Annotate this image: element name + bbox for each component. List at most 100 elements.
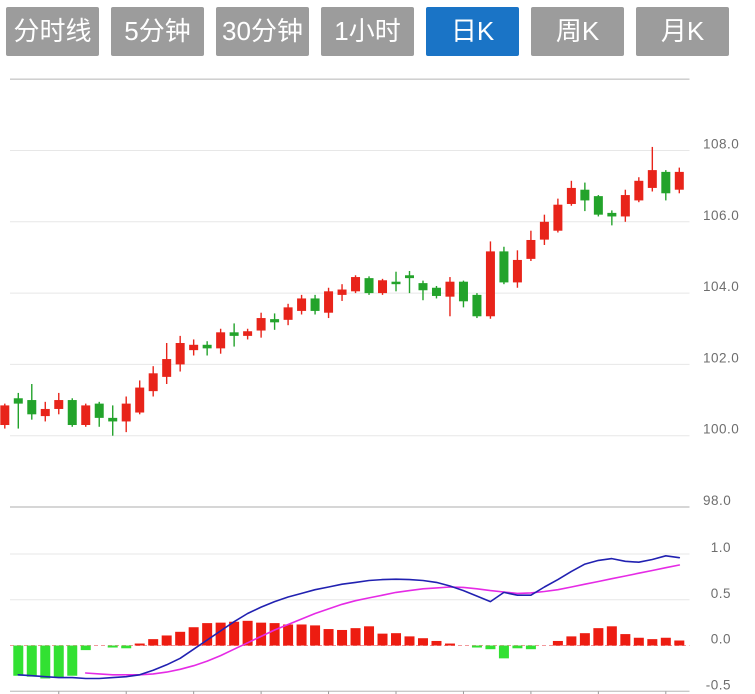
macd-bar <box>323 629 334 646</box>
macd-bar <box>391 633 402 646</box>
candle-body <box>324 291 334 313</box>
candle-body <box>405 275 414 279</box>
candle <box>297 294 307 315</box>
candle-body <box>40 408 50 417</box>
candle-body <box>27 400 37 415</box>
macd-bar <box>121 645 132 649</box>
macd-bar <box>242 620 253 646</box>
timeframe-button-daily-k[interactable]: 日K <box>426 7 519 56</box>
candle <box>135 380 145 415</box>
timeframe-button-weekly-k[interactable]: 周K <box>531 7 624 56</box>
candle-body <box>378 280 388 294</box>
timeframe-button-minute-line[interactable]: 分时线 <box>6 7 99 56</box>
candle-body <box>94 403 104 418</box>
timeframe-button-1hour[interactable]: 1小时 <box>321 7 414 56</box>
candle <box>270 313 280 330</box>
candle-body <box>634 180 644 201</box>
candle-body <box>81 405 91 426</box>
timeframe-toolbar: 分时线 5分钟 30分钟 1小时 日K 周K 月K <box>6 7 729 56</box>
macd-bar <box>377 633 388 646</box>
candle-body <box>67 400 77 426</box>
candle <box>310 294 320 315</box>
macd-bar <box>53 645 64 678</box>
candle-body <box>310 298 320 311</box>
candle-body <box>418 283 428 291</box>
price-axis-label: 98.0 <box>703 493 731 508</box>
candle <box>94 401 104 427</box>
timeframe-button-monthly-k[interactable]: 月K <box>636 7 729 56</box>
macd-panel-grid <box>10 553 690 694</box>
candle <box>283 303 293 326</box>
macd-bar <box>215 622 226 646</box>
macd-axis-label: 1.0 <box>711 540 731 555</box>
candle <box>175 335 185 372</box>
candle <box>148 366 158 397</box>
candle-body <box>283 307 293 320</box>
candle-body <box>54 400 64 409</box>
candle <box>121 396 131 433</box>
price-axis-label: 106.0 <box>703 208 739 223</box>
macd-bar <box>404 636 415 646</box>
candle-body <box>499 251 509 283</box>
candle <box>526 230 536 262</box>
macd-bar <box>431 640 442 646</box>
macd-bar <box>202 623 213 646</box>
dif-line <box>17 554 681 680</box>
candle-body <box>647 170 657 188</box>
macd-bar <box>40 645 51 679</box>
candle-body <box>297 298 307 311</box>
candle <box>162 343 172 385</box>
macd-bar <box>296 624 307 646</box>
macd-bar <box>26 645 37 677</box>
candle <box>13 392 23 429</box>
macd-bar <box>80 645 91 651</box>
macd-bar <box>269 623 280 646</box>
candle <box>202 341 212 356</box>
candle <box>674 167 684 194</box>
candle-body <box>485 251 495 317</box>
macd-axis-label: 0.5 <box>711 586 731 601</box>
macd-bar <box>417 638 428 646</box>
candle <box>0 403 10 429</box>
macd-bar <box>647 639 658 646</box>
candle-body <box>674 171 684 190</box>
macd-bar <box>444 643 455 646</box>
macd-bar <box>148 639 159 646</box>
candle-body <box>229 332 239 336</box>
candle <box>539 214 549 245</box>
macd-bar <box>229 621 240 646</box>
macd-bar <box>498 645 509 659</box>
candle-body <box>216 332 226 349</box>
macd-axis-labels: 1.0 0.5 0.0 -0.5 <box>706 540 731 692</box>
timeframe-button-30min[interactable]: 30分钟 <box>216 7 309 56</box>
macd-bar <box>283 624 294 646</box>
candle-body <box>539 221 549 240</box>
candle <box>431 285 441 299</box>
macd-bar <box>512 645 523 649</box>
candle <box>189 339 199 356</box>
macd-bar <box>525 645 536 650</box>
candle-body <box>431 287 441 296</box>
macd-bar <box>161 635 172 646</box>
candle <box>647 146 657 192</box>
candle-body <box>580 189 590 201</box>
candle <box>27 384 37 420</box>
macd-bar <box>67 645 78 676</box>
macd-axis-label: -0.5 <box>706 677 731 692</box>
candle <box>256 312 266 338</box>
macd-bar <box>350 628 361 646</box>
candle-body <box>593 196 603 215</box>
candle-body <box>607 212 617 217</box>
macd-axis-label: 0.0 <box>711 632 731 647</box>
candle-body <box>256 318 266 331</box>
macd-bar <box>175 631 186 646</box>
candle-body <box>202 344 212 349</box>
candle-body <box>566 187 576 204</box>
macd-bar <box>606 626 617 646</box>
candle <box>593 195 603 217</box>
macd-bar <box>674 640 685 646</box>
timeframe-button-5min[interactable]: 5分钟 <box>111 7 204 56</box>
price-axis-label: 100.0 <box>703 422 739 437</box>
price-axis-label: 108.0 <box>703 137 739 152</box>
